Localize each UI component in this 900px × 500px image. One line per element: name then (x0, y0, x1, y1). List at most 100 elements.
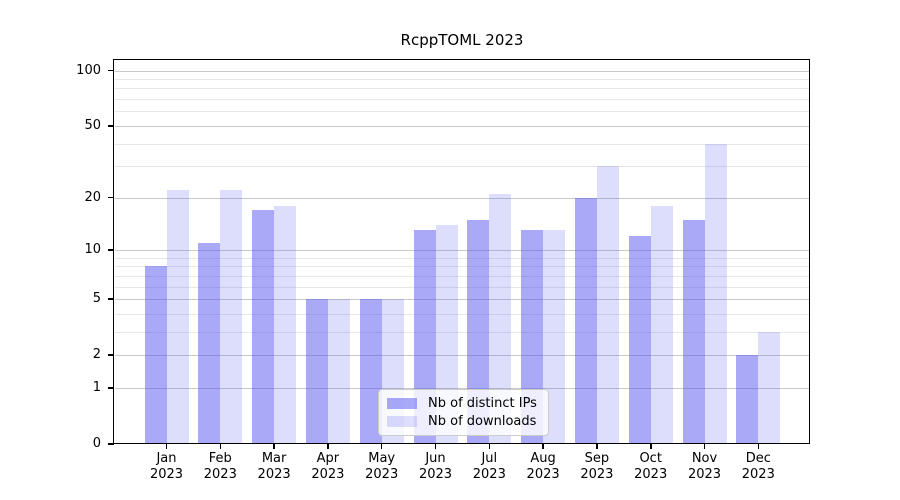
month-label: Feb (208, 451, 232, 466)
minor-gridline (115, 313, 809, 315)
minor-gridline (115, 275, 809, 277)
y-axis-tick (107, 249, 114, 251)
y-tick-label: 20 (84, 189, 101, 205)
bar-ips-may (359, 299, 382, 444)
bar-ips-dec (736, 355, 759, 444)
y-axis-tick (107, 443, 114, 445)
x-tick-label: Nov 2023 (673, 451, 737, 483)
bar-downloads-jan (166, 190, 189, 444)
year-label: 2023 (526, 467, 560, 482)
legend: Nb of distinct IPs Nb of downloads (378, 389, 549, 436)
year-label: 2023 (580, 467, 614, 482)
bar-downloads-sep (596, 166, 619, 444)
bar-downloads-nov (704, 143, 727, 444)
minor-gridline (115, 78, 809, 80)
x-tick-label: Dec 2023 (726, 451, 790, 483)
y-tick-label: 0 (92, 436, 101, 451)
year-label: 2023 (149, 467, 184, 482)
chart-title: RcppTOML 2023 (400, 31, 524, 49)
x-tick-label: Jan 2023 (135, 451, 199, 483)
x-tick-label: Apr 2023 (296, 451, 360, 483)
bar-ips-nov (682, 219, 705, 444)
month-label: Nov (691, 451, 718, 466)
x-tick-label: May 2023 (350, 451, 414, 483)
legend-swatch (387, 398, 417, 410)
year-label: 2023 (311, 467, 345, 482)
x-axis-tick (380, 444, 383, 449)
bar-downloads-jul (489, 193, 512, 444)
month-label: Dec (745, 451, 771, 466)
minor-gridline (115, 286, 809, 288)
year-label: 2023 (687, 467, 722, 482)
bar-ips-feb (198, 242, 221, 444)
month-label: Jul (481, 451, 498, 466)
legend-item: Nb of distinct IPs (387, 396, 540, 411)
minor-gridline (115, 266, 809, 268)
legend-item: Nb of downloads (387, 414, 540, 429)
x-axis-tick (488, 444, 490, 449)
year-label: 2023 (257, 467, 291, 482)
x-axis-tick (650, 444, 652, 449)
y-tick-label: 10 (84, 241, 101, 257)
minor-gridline (115, 331, 809, 333)
y-axis-tick (107, 69, 114, 72)
x-tick-label: Aug 2023 (511, 451, 575, 483)
y-axis-tick (107, 387, 114, 389)
y-axis-tick (107, 125, 114, 127)
major-gridline (115, 299, 809, 300)
x-axis-tick (542, 444, 544, 449)
bar-downloads-apr (327, 299, 350, 444)
x-axis-tick (596, 444, 598, 449)
bar-ips-jan (144, 266, 167, 444)
x-tick-label: Oct 2023 (619, 451, 683, 483)
y-tick-label: 100 (76, 62, 101, 78)
minor-gridline (115, 166, 809, 168)
major-gridline (115, 387, 809, 389)
x-tick-label: Feb 2023 (188, 451, 252, 483)
x-axis-tick (273, 444, 275, 449)
bar-downloads-dec (758, 331, 781, 444)
major-gridline (115, 197, 809, 199)
major-gridline (115, 355, 809, 357)
x-axis-tick (327, 444, 329, 449)
x-tick-label: Jun 2023 (404, 451, 468, 483)
month-label: Jan (156, 451, 177, 466)
major-gridline (115, 125, 809, 127)
year-label: 2023 (634, 467, 668, 482)
y-tick-label: 2 (92, 347, 101, 363)
year-label: 2023 (203, 467, 237, 482)
bar-ips-mar (252, 210, 275, 444)
month-label: Apr (316, 451, 340, 466)
y-axis-tick (107, 298, 114, 300)
x-axis-tick (165, 444, 168, 449)
legend-swatch (387, 415, 417, 427)
month-label: Mar (261, 451, 287, 466)
y-tick-label: 1 (92, 379, 101, 395)
x-axis-tick (434, 444, 437, 449)
bar-ips-oct (628, 236, 651, 444)
minor-gridline (115, 111, 809, 113)
month-label: May (368, 451, 396, 466)
y-tick-label: 50 (84, 117, 101, 133)
year-label: 2023 (418, 467, 453, 482)
year-label: 2023 (365, 467, 399, 482)
year-label: 2023 (472, 467, 506, 482)
x-axis-tick (219, 444, 222, 449)
y-axis-tick (107, 354, 114, 356)
year-label: 2023 (741, 467, 775, 482)
month-label: Aug (530, 451, 556, 466)
month-label: Sep (584, 451, 610, 466)
legend-label: Nb of distinct IPs (428, 396, 537, 412)
major-gridline (115, 70, 809, 72)
minor-gridline (115, 257, 809, 259)
bar-downloads-mar (274, 205, 297, 444)
bar-ips-apr (305, 299, 328, 444)
month-label: Jun (425, 451, 446, 466)
bar-ips-sep (574, 197, 597, 444)
x-tick-label: Sep 2023 (565, 451, 629, 483)
major-gridline (115, 249, 809, 251)
bar-downloads-oct (650, 205, 673, 444)
x-tick-label: Jul 2023 (457, 451, 521, 483)
y-axis-tick (107, 196, 114, 199)
